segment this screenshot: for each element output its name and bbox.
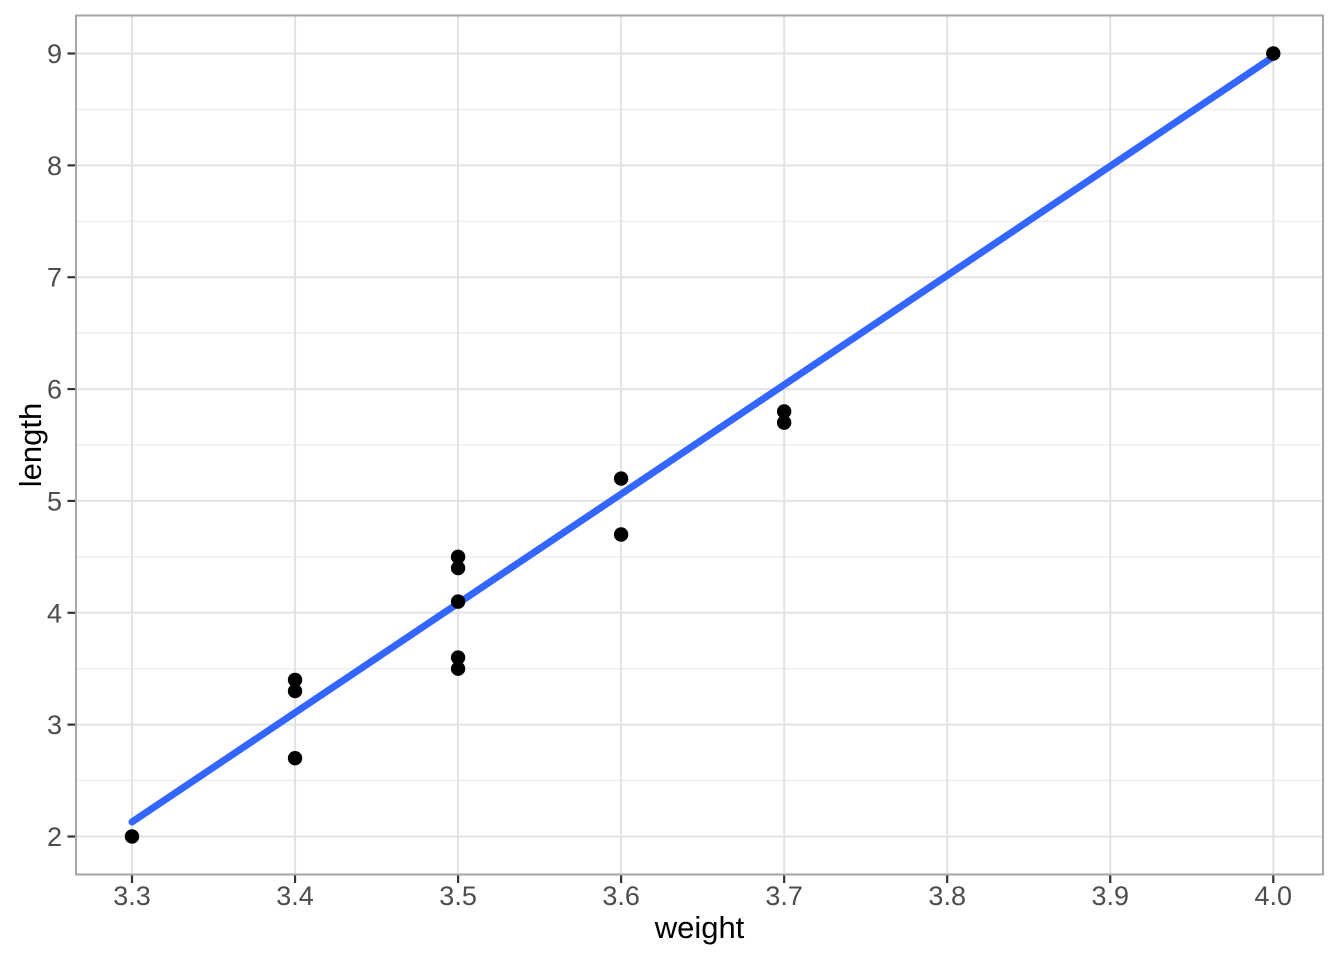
data-point [776, 404, 792, 419]
data-point [450, 560, 466, 576]
x-tick-label: 3.6 [602, 881, 640, 911]
x-tick-label: 3.7 [765, 881, 803, 911]
data-point [287, 683, 303, 699]
data-point [287, 751, 303, 766]
y-tick-label: 9 [47, 39, 62, 69]
y-tick-label: 6 [47, 375, 62, 405]
data-point [613, 527, 629, 542]
data-point [1266, 46, 1281, 61]
x-tick-label: 3.9 [1091, 881, 1129, 911]
data-point [287, 672, 303, 688]
x-tick-label: 3.5 [439, 881, 477, 911]
y-tick-label: 7 [47, 263, 62, 293]
data-point [450, 549, 466, 565]
x-tick-label: 4.0 [1255, 881, 1293, 911]
x-axis-title: weight [654, 910, 745, 945]
y-tick-label: 3 [47, 710, 62, 740]
panel-border [75, 14, 1324, 876]
y-tick-label: 5 [47, 486, 62, 516]
y-tick-label: 4 [47, 598, 62, 628]
y-axis-title: length [12, 402, 48, 488]
data-point [450, 650, 466, 665]
data-point [613, 471, 629, 486]
data-point [450, 661, 466, 676]
data-point [776, 415, 792, 430]
y-tick-label: 8 [47, 151, 62, 181]
x-tick-label: 3.3 [113, 881, 151, 911]
y-tick-label: 2 [47, 822, 62, 852]
x-tick-label: 3.4 [276, 881, 314, 911]
data-point [124, 829, 140, 844]
data-point [450, 594, 466, 609]
regression-line [128, 53, 1277, 826]
x-tick-label: 3.8 [928, 881, 966, 911]
